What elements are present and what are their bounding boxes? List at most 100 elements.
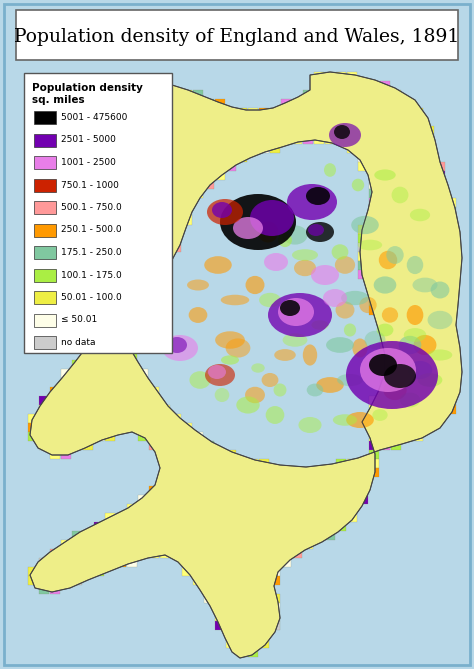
Bar bbox=[435, 351, 446, 359]
Bar bbox=[336, 504, 346, 512]
Bar bbox=[215, 603, 226, 611]
Bar bbox=[402, 324, 412, 332]
Ellipse shape bbox=[220, 194, 296, 250]
Bar bbox=[83, 441, 93, 450]
Bar bbox=[182, 540, 192, 549]
Bar bbox=[215, 522, 226, 531]
Bar bbox=[94, 531, 104, 539]
Ellipse shape bbox=[360, 348, 416, 392]
Bar bbox=[204, 513, 215, 522]
FancyBboxPatch shape bbox=[4, 4, 470, 665]
Bar bbox=[270, 558, 281, 567]
Bar bbox=[259, 630, 270, 638]
Bar bbox=[413, 189, 423, 197]
Bar bbox=[50, 405, 61, 413]
Bar bbox=[226, 576, 237, 585]
Ellipse shape bbox=[374, 276, 396, 294]
Bar bbox=[72, 234, 82, 242]
Bar bbox=[138, 108, 148, 116]
Bar bbox=[237, 540, 247, 549]
Bar bbox=[391, 180, 401, 189]
Bar bbox=[116, 540, 127, 549]
Bar bbox=[193, 540, 203, 549]
Bar bbox=[105, 153, 116, 161]
FancyBboxPatch shape bbox=[34, 291, 56, 304]
Ellipse shape bbox=[379, 251, 397, 269]
Bar bbox=[391, 90, 401, 98]
Bar bbox=[138, 180, 148, 189]
Bar bbox=[402, 225, 412, 233]
Bar bbox=[149, 513, 159, 522]
Bar bbox=[435, 306, 446, 314]
Bar bbox=[380, 189, 391, 197]
Bar bbox=[446, 216, 456, 225]
Bar bbox=[94, 117, 104, 126]
Bar bbox=[149, 504, 159, 512]
Bar bbox=[94, 171, 104, 179]
Bar bbox=[204, 459, 215, 468]
Bar bbox=[424, 405, 435, 413]
Bar bbox=[226, 522, 237, 531]
Bar bbox=[72, 396, 82, 405]
Ellipse shape bbox=[365, 331, 385, 349]
Bar bbox=[50, 450, 61, 458]
Bar bbox=[204, 567, 215, 575]
Bar bbox=[424, 234, 435, 242]
Bar bbox=[204, 576, 215, 585]
Bar bbox=[336, 99, 346, 108]
Bar bbox=[347, 72, 357, 80]
Bar bbox=[369, 252, 380, 260]
Bar bbox=[248, 576, 258, 585]
Ellipse shape bbox=[251, 363, 264, 373]
Ellipse shape bbox=[377, 324, 393, 337]
Bar bbox=[336, 477, 346, 486]
Ellipse shape bbox=[311, 320, 328, 330]
Bar bbox=[413, 144, 423, 153]
Bar bbox=[116, 81, 127, 90]
Bar bbox=[292, 99, 302, 108]
Bar bbox=[149, 81, 159, 90]
Bar bbox=[380, 126, 391, 134]
Bar bbox=[446, 270, 456, 278]
Bar bbox=[149, 216, 159, 225]
Bar bbox=[325, 108, 336, 116]
Bar bbox=[83, 549, 93, 557]
Bar bbox=[424, 324, 435, 332]
Bar bbox=[160, 180, 171, 189]
Bar bbox=[270, 504, 281, 512]
Bar bbox=[358, 81, 368, 90]
Bar bbox=[347, 117, 357, 126]
Bar bbox=[369, 207, 380, 215]
Bar bbox=[94, 108, 104, 116]
Bar bbox=[171, 162, 182, 171]
FancyBboxPatch shape bbox=[34, 268, 56, 282]
Text: 2501 - 5000: 2501 - 5000 bbox=[61, 136, 116, 145]
Bar bbox=[105, 99, 116, 108]
Ellipse shape bbox=[212, 202, 232, 218]
Ellipse shape bbox=[233, 217, 263, 239]
Bar bbox=[446, 369, 456, 377]
Bar bbox=[435, 315, 446, 324]
Bar bbox=[193, 513, 203, 522]
Bar bbox=[116, 405, 127, 413]
Bar bbox=[402, 261, 412, 270]
Bar bbox=[171, 189, 182, 197]
Bar bbox=[446, 324, 456, 332]
Bar bbox=[149, 234, 159, 242]
Ellipse shape bbox=[407, 305, 423, 325]
Bar bbox=[160, 225, 171, 233]
Bar bbox=[149, 171, 159, 179]
Bar bbox=[446, 252, 456, 260]
Bar bbox=[94, 261, 104, 270]
Bar bbox=[369, 432, 380, 440]
Bar bbox=[116, 108, 127, 116]
Bar bbox=[413, 153, 423, 161]
Bar bbox=[149, 387, 159, 395]
Ellipse shape bbox=[187, 280, 209, 290]
Bar bbox=[303, 540, 313, 549]
Bar bbox=[369, 90, 380, 98]
Bar bbox=[226, 162, 237, 171]
Bar bbox=[336, 513, 346, 522]
Bar bbox=[127, 243, 137, 252]
FancyBboxPatch shape bbox=[34, 201, 56, 214]
